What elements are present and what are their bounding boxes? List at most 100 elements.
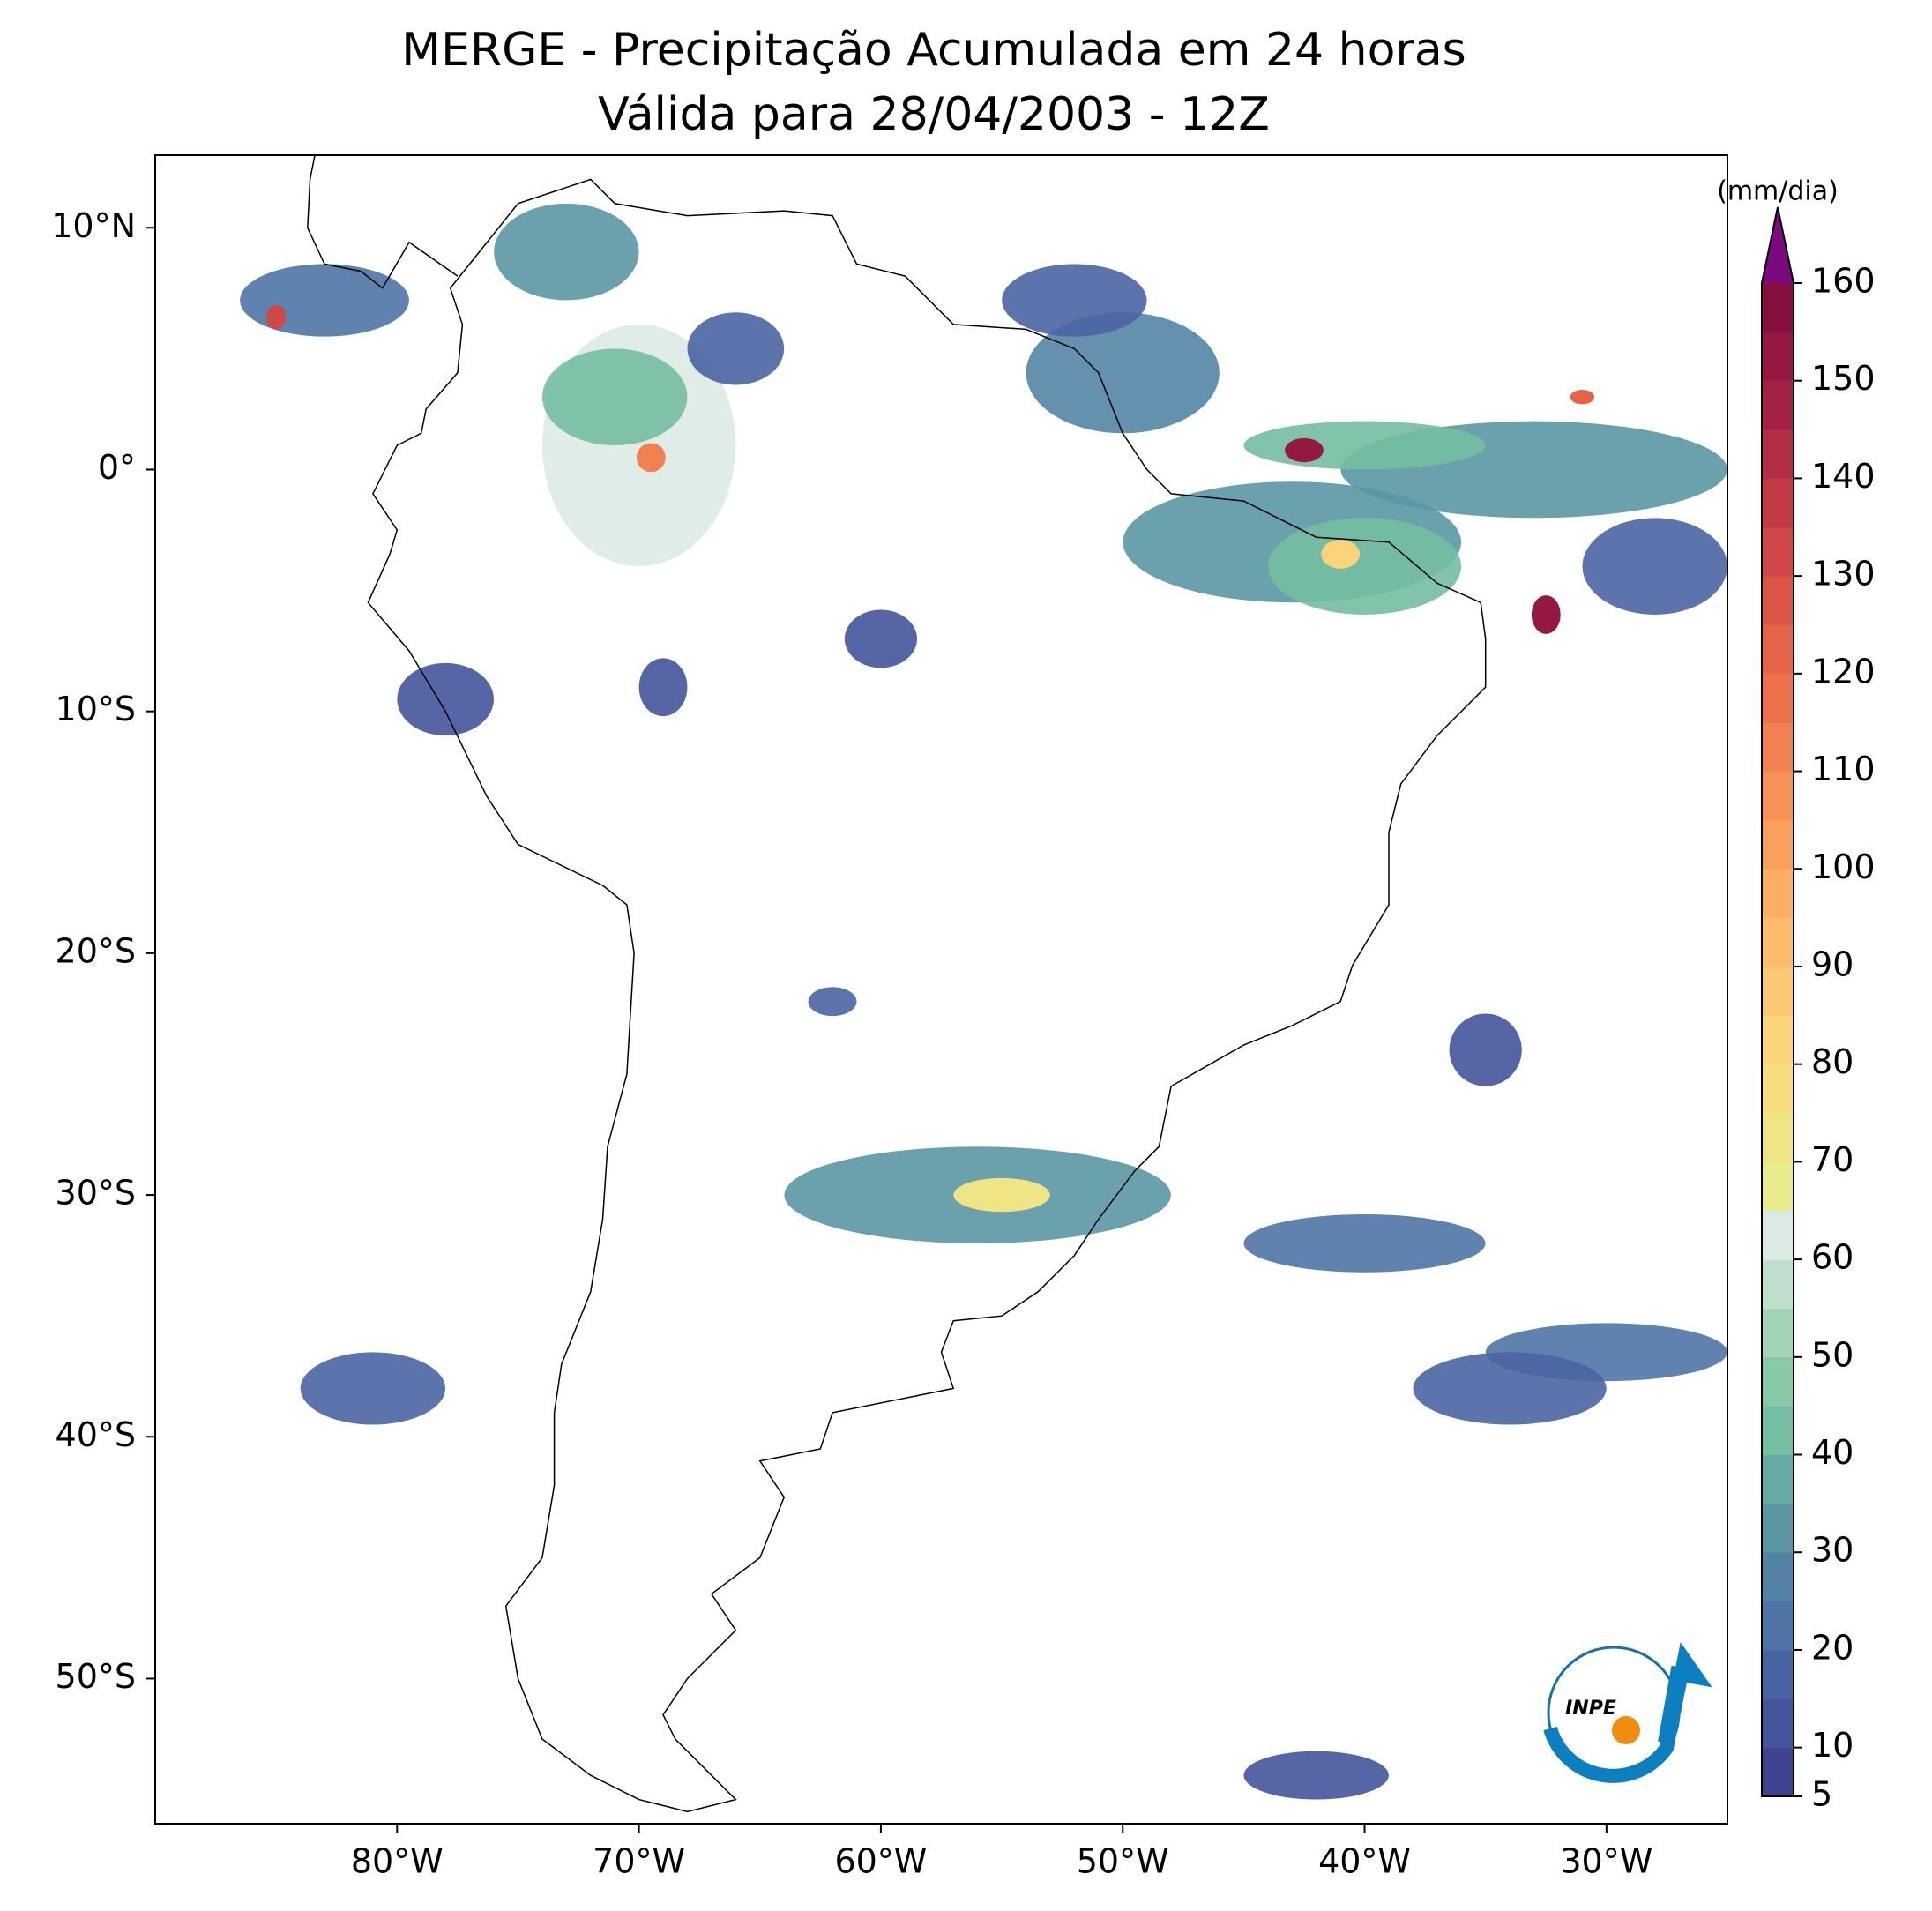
rain-area [687, 312, 785, 385]
x-tick-label: 50°W [1077, 1842, 1169, 1881]
colorbar-band [1762, 1503, 1794, 1553]
colorbar-tick-label: 160 [1811, 262, 1876, 301]
colorbar-band [1762, 1747, 1794, 1797]
x-tick-label: 40°W [1318, 1842, 1411, 1881]
map-frame [154, 154, 1728, 1825]
colorbar-band [1762, 526, 1794, 577]
rain-area [1413, 1352, 1607, 1425]
colorbar-band [1762, 1601, 1794, 1651]
y-tick-label: 50°S [56, 1657, 136, 1696]
rain-area [1026, 312, 1220, 434]
logo-text: INPE [1565, 1698, 1616, 1720]
rain-core [636, 443, 666, 473]
colorbar-band [1762, 429, 1794, 479]
colorbar-band [1762, 380, 1794, 430]
colorbar-band [1762, 1406, 1794, 1456]
map-area [240, 155, 1727, 1813]
colorbar-band [1762, 869, 1794, 919]
logo-dot [1612, 1716, 1640, 1744]
colorbar-band [1762, 722, 1794, 773]
rain-area [1449, 1013, 1522, 1086]
colorbar-tick-label: 120 [1811, 652, 1876, 690]
rain-core [953, 1177, 1050, 1213]
coastline [367, 178, 1487, 1813]
colorbar-band [1762, 1649, 1794, 1699]
colorbar-band [1762, 1210, 1794, 1260]
colorbar-band [1762, 1161, 1794, 1212]
colorbar-tick-label: 140 [1811, 457, 1876, 496]
rain-area [541, 348, 688, 446]
colorbar-band [1762, 917, 1794, 967]
colorbar-band [1762, 283, 1794, 332]
rain-area [1267, 518, 1462, 615]
axes: 80°W 70°W 60°W 50°W 40°W 30°W 10°N 0° 10°S 20°S 30… [51, 206, 1652, 1881]
colorbar-band [1762, 1113, 1794, 1162]
rain-area [240, 264, 409, 337]
x-tick-label: 30°W [1560, 1842, 1652, 1881]
colorbar-band [1762, 332, 1794, 382]
colorbar-extend [1762, 207, 1794, 283]
rain-area [638, 658, 688, 717]
colorbar-band [1762, 1015, 1794, 1065]
colorbar-band [1762, 1552, 1794, 1602]
rain-core [1321, 539, 1361, 569]
rain-core [1285, 437, 1324, 463]
colorbar-tick-label: 30 [1811, 1531, 1854, 1570]
colorbar-band [1762, 1064, 1794, 1114]
logo: INPE [1543, 1642, 1712, 1783]
y-tick-label: 10°S [56, 690, 136, 728]
x-tick-label: 80°W [351, 1842, 444, 1881]
colorbar-band [1762, 819, 1794, 870]
colorbar-tick-label: 100 [1811, 847, 1876, 886]
colorbar-band [1762, 624, 1794, 675]
y-tick-label: 10°N [51, 206, 136, 245]
colorbar-tick-label: 70 [1811, 1140, 1854, 1179]
colorbar-tick-label: 130 [1811, 555, 1876, 593]
colorbar-band [1762, 1259, 1794, 1309]
colorbar-band [1762, 1356, 1794, 1407]
colorbar-tick-label: 10 [1811, 1726, 1854, 1765]
colorbar-tick-label: 40 [1811, 1433, 1854, 1472]
colorbar: (mm/dia) 5 10 20 30 40 50 60 70 80 90 100 110 120 130 1… [1717, 176, 1875, 1814]
colorbar-band [1762, 966, 1794, 1016]
rain-area [1002, 264, 1147, 337]
rain-area [300, 1352, 446, 1425]
y-tick-label: 30°S [56, 1174, 136, 1213]
colorbar-tick-label: 5 [1811, 1775, 1832, 1814]
x-tick-label: 60°W [834, 1842, 927, 1881]
colorbar-tick-label: 50 [1811, 1335, 1854, 1374]
colorbar-band [1762, 478, 1794, 528]
rain-core [266, 305, 287, 330]
title: MERGE - Precipitação Acumulada em 24 hor… [401, 24, 1466, 77]
rain-area [1243, 1751, 1389, 1800]
colorbar-label: (mm/dia) [1717, 176, 1839, 207]
colorbar-band [1762, 1454, 1794, 1504]
rain-area [1243, 421, 1486, 470]
colorbar-tick-label: 60 [1811, 1238, 1854, 1277]
rain-area [397, 662, 494, 736]
rain-area [494, 203, 639, 301]
colorbar-outline [1761, 206, 1794, 1797]
colorbar-band [1762, 1698, 1794, 1749]
colorbar-band [1762, 771, 1794, 821]
subtitle: Válida para 28/04/2003 - 12Z [598, 88, 1270, 141]
x-tick-label: 70°W [593, 1842, 685, 1881]
y-tick-label: 0° [98, 448, 136, 487]
colorbar-band [1762, 1308, 1794, 1358]
logo-arrow [1543, 1642, 1712, 1783]
y-tick-label: 40°S [56, 1415, 136, 1454]
colorbar-band [1762, 673, 1794, 723]
y-tick-label: 20°S [56, 931, 136, 970]
colorbar-band [1762, 576, 1794, 625]
rain-area [1243, 1214, 1486, 1273]
rain-core [1570, 389, 1595, 405]
rain-area [1582, 518, 1727, 615]
rain-area [844, 609, 918, 668]
colorbar-tick-label: 150 [1811, 359, 1876, 398]
rain-area [808, 987, 857, 1017]
colorbar-tick-label: 110 [1811, 750, 1876, 788]
colorbar-tick-label: 90 [1811, 944, 1854, 983]
rain-core [1531, 595, 1561, 634]
colorbar-tick-label: 80 [1811, 1042, 1854, 1081]
